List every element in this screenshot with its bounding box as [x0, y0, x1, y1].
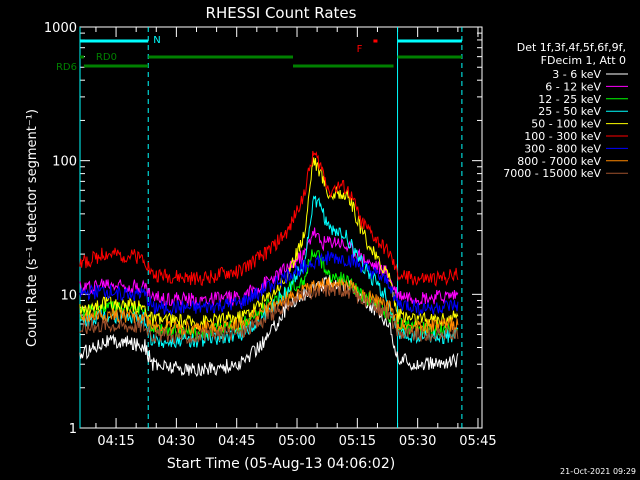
- series-lines: [79, 150, 459, 378]
- x-tick-label: 05:45: [459, 434, 496, 449]
- timestamp: 21-Oct-2021 09:29: [560, 467, 636, 476]
- series-line: [79, 250, 459, 317]
- legend-header-line-2: FDecim 1, Att 0: [541, 54, 626, 67]
- axis-ticks: [80, 27, 482, 429]
- legend-label: 12 - 25 keV: [538, 93, 601, 106]
- x-tick-label: 05:30: [399, 434, 436, 449]
- legend-label: 300 - 800 keV: [524, 142, 601, 155]
- flag-label: RD0: [96, 52, 117, 63]
- series-line: [79, 157, 459, 331]
- legend: Det 1f,3f,4f,5f,6f,9f, FDecim 1, Att 0 3…: [503, 41, 628, 180]
- chart-title: RHESSI Count Rates: [206, 4, 357, 22]
- x-tick-label: 04:45: [218, 434, 255, 449]
- x-tick-label: 04:30: [158, 434, 195, 449]
- series-line: [79, 277, 459, 336]
- attenuator-lines: [79, 27, 463, 428]
- x-tick-labels: 04:15 04:30 04:45 05:00 05:15 05:30 05:45: [97, 434, 496, 449]
- series-line: [79, 227, 459, 308]
- x-axis-label: Start Time (05-Aug-13 04:06:02): [167, 456, 395, 472]
- y-axis-label: Count Rate (s⁻¹ detector segment⁻¹): [25, 109, 40, 347]
- legend-label: 7000 - 15000 keV: [503, 167, 601, 180]
- legend-label: 50 - 100 keV: [531, 118, 601, 131]
- legend-label: 6 - 12 keV: [545, 80, 601, 93]
- y-tick-label: 1000: [44, 21, 77, 36]
- legend-label: 25 - 50 keV: [538, 105, 601, 118]
- flag-label: F: [357, 44, 363, 55]
- legend-header-line-1: Det 1f,3f,4f,5f,6f,9f,: [517, 41, 626, 54]
- status-flags: N F RD0 RD6: [56, 35, 462, 73]
- plot-frame: [79, 26, 483, 429]
- series-line: [79, 282, 459, 345]
- x-tick-label: 05:00: [278, 434, 315, 449]
- series-line: [79, 274, 459, 378]
- y-tick-label: 1: [69, 422, 77, 437]
- legend-label: 800 - 7000 keV: [517, 155, 601, 168]
- series-line: [79, 150, 459, 287]
- flag-label: RD6: [56, 62, 77, 73]
- x-tick-label: 05:15: [339, 434, 376, 449]
- y-tick-label: 100: [52, 155, 77, 170]
- legend-label: 3 - 6 keV: [552, 68, 601, 81]
- y-tick-label: 10: [60, 288, 77, 303]
- y-tick-labels: 1 10 100 1000: [44, 21, 77, 437]
- x-tick-label: 04:15: [97, 434, 134, 449]
- flag-label: N: [153, 35, 160, 46]
- legend-label: 100 - 300 keV: [524, 130, 601, 143]
